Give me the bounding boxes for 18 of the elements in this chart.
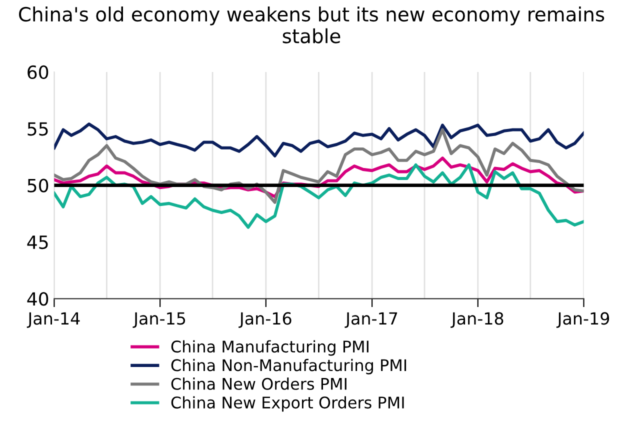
x-tick-label: Jan-16 xyxy=(238,312,292,328)
y-tick-label: 40 xyxy=(27,292,48,306)
line-series xyxy=(54,128,584,204)
y-tick-label: 50 xyxy=(28,178,48,192)
x-tick-label: Jan-18 xyxy=(450,312,504,328)
y-tick-label: 60 xyxy=(28,65,48,80)
legend-label: China New Export Orders PMI xyxy=(171,396,404,412)
x-tick-label: Jan-15 xyxy=(132,312,186,328)
chart-title: China's old economy weakens but its new economy remains stable xyxy=(19,6,604,44)
y-tick-label: 55 xyxy=(28,122,48,136)
legend-label: China Non-Manufacturing PMI xyxy=(171,358,406,374)
y-tick-label: 45 xyxy=(27,236,48,250)
x-tick-label: Jan-14 xyxy=(26,312,80,328)
legend-label: China Manufacturing PMI xyxy=(171,340,368,356)
line-series xyxy=(54,122,584,158)
x-tick-label: Jan-17 xyxy=(344,312,398,328)
legend-label: China New Orders PMI xyxy=(171,378,346,390)
x-tick-label: Jan-19 xyxy=(556,312,610,328)
